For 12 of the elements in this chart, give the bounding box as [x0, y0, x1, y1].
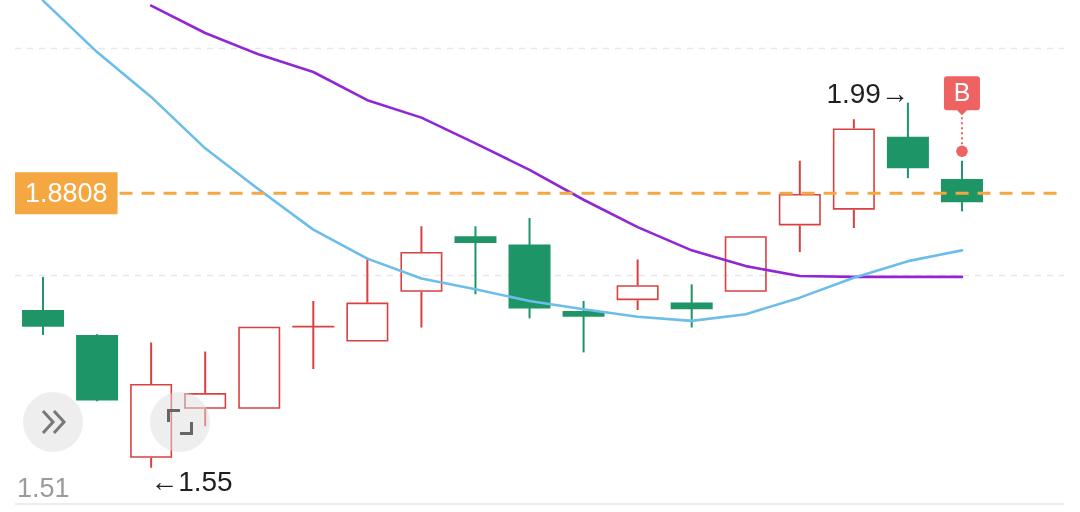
- annotation: B: [953, 78, 971, 107]
- candlestick: [832, 119, 875, 228]
- annotation: 1.99→: [826, 77, 909, 109]
- candlestick: [778, 160, 821, 253]
- candlestick: [616, 259, 659, 311]
- candlestick: [400, 226, 443, 328]
- annotation: ←1.55: [150, 465, 233, 497]
- candlestick: [238, 326, 281, 409]
- text: 1.51: [17, 473, 70, 503]
- candlestick: [346, 257, 389, 342]
- ref-line-label: 1.8808: [25, 177, 108, 208]
- candlestick: [724, 236, 767, 292]
